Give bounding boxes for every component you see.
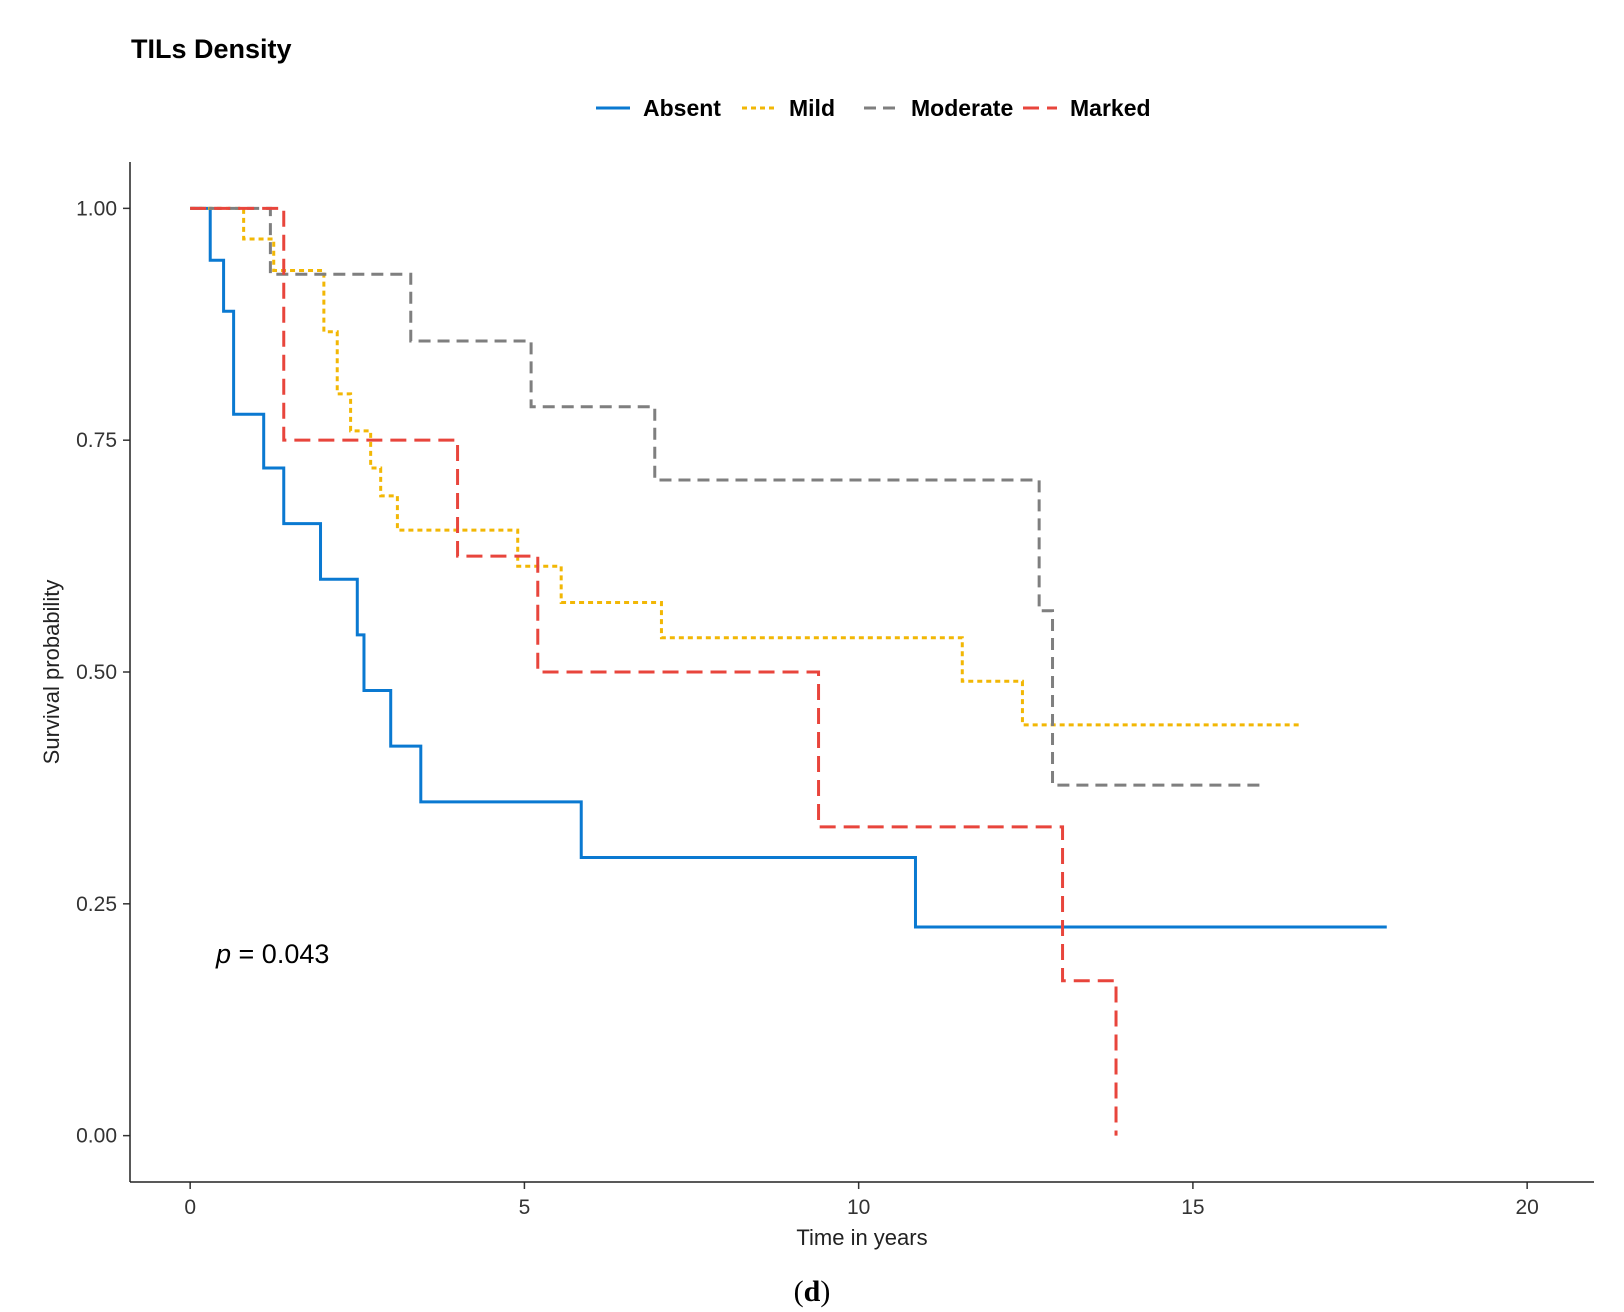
y-tick-label: 0.00	[76, 1125, 117, 1148]
series-line-mild	[190, 206, 1300, 727]
y-tick-label: 0.75	[76, 429, 117, 452]
y-tick-label: 1.00	[76, 197, 117, 220]
x-tick-label: 15	[1181, 1196, 1204, 1219]
series-line-absent	[190, 206, 1387, 929]
x-axis-title: Time in years	[796, 1225, 927, 1250]
caption-close-paren: )	[820, 1275, 830, 1308]
series-group	[190, 206, 1387, 1136]
y-tick-label: 0.25	[76, 893, 117, 916]
y-tick-label: 0.50	[76, 661, 117, 684]
x-tick-label: 0	[184, 1196, 196, 1219]
p-value-text: = 0.043	[231, 939, 329, 969]
series-line-marked	[190, 206, 1118, 1136]
legend-label-moderate: Moderate	[911, 95, 1013, 121]
legend-label-mild: Mild	[789, 95, 835, 121]
x-tick-label: 20	[1515, 1196, 1538, 1219]
x-tick-label: 10	[847, 1196, 870, 1219]
caption-letter: d	[804, 1275, 821, 1308]
y-axis-ticks: 0.00 0.25 0.50 0.75 1.00	[76, 197, 130, 1148]
chart-title: TILs Density	[131, 34, 292, 64]
x-axis-ticks: 0 5 10 15 20	[184, 1182, 1539, 1219]
y-axis-title: Survival probability	[39, 580, 64, 765]
caption-open-paren: (	[794, 1275, 804, 1308]
p-value-symbol: p	[215, 939, 231, 969]
legend: Absent Mild Moderate Marked	[596, 95, 1151, 121]
figure-caption: (d)	[794, 1275, 831, 1308]
legend-label-marked: Marked	[1070, 95, 1151, 121]
p-value-annotation: p = 0.043	[215, 939, 329, 969]
series-line-moderate	[190, 206, 1260, 787]
x-tick-label: 5	[519, 1196, 531, 1219]
legend-label-absent: Absent	[643, 95, 721, 121]
